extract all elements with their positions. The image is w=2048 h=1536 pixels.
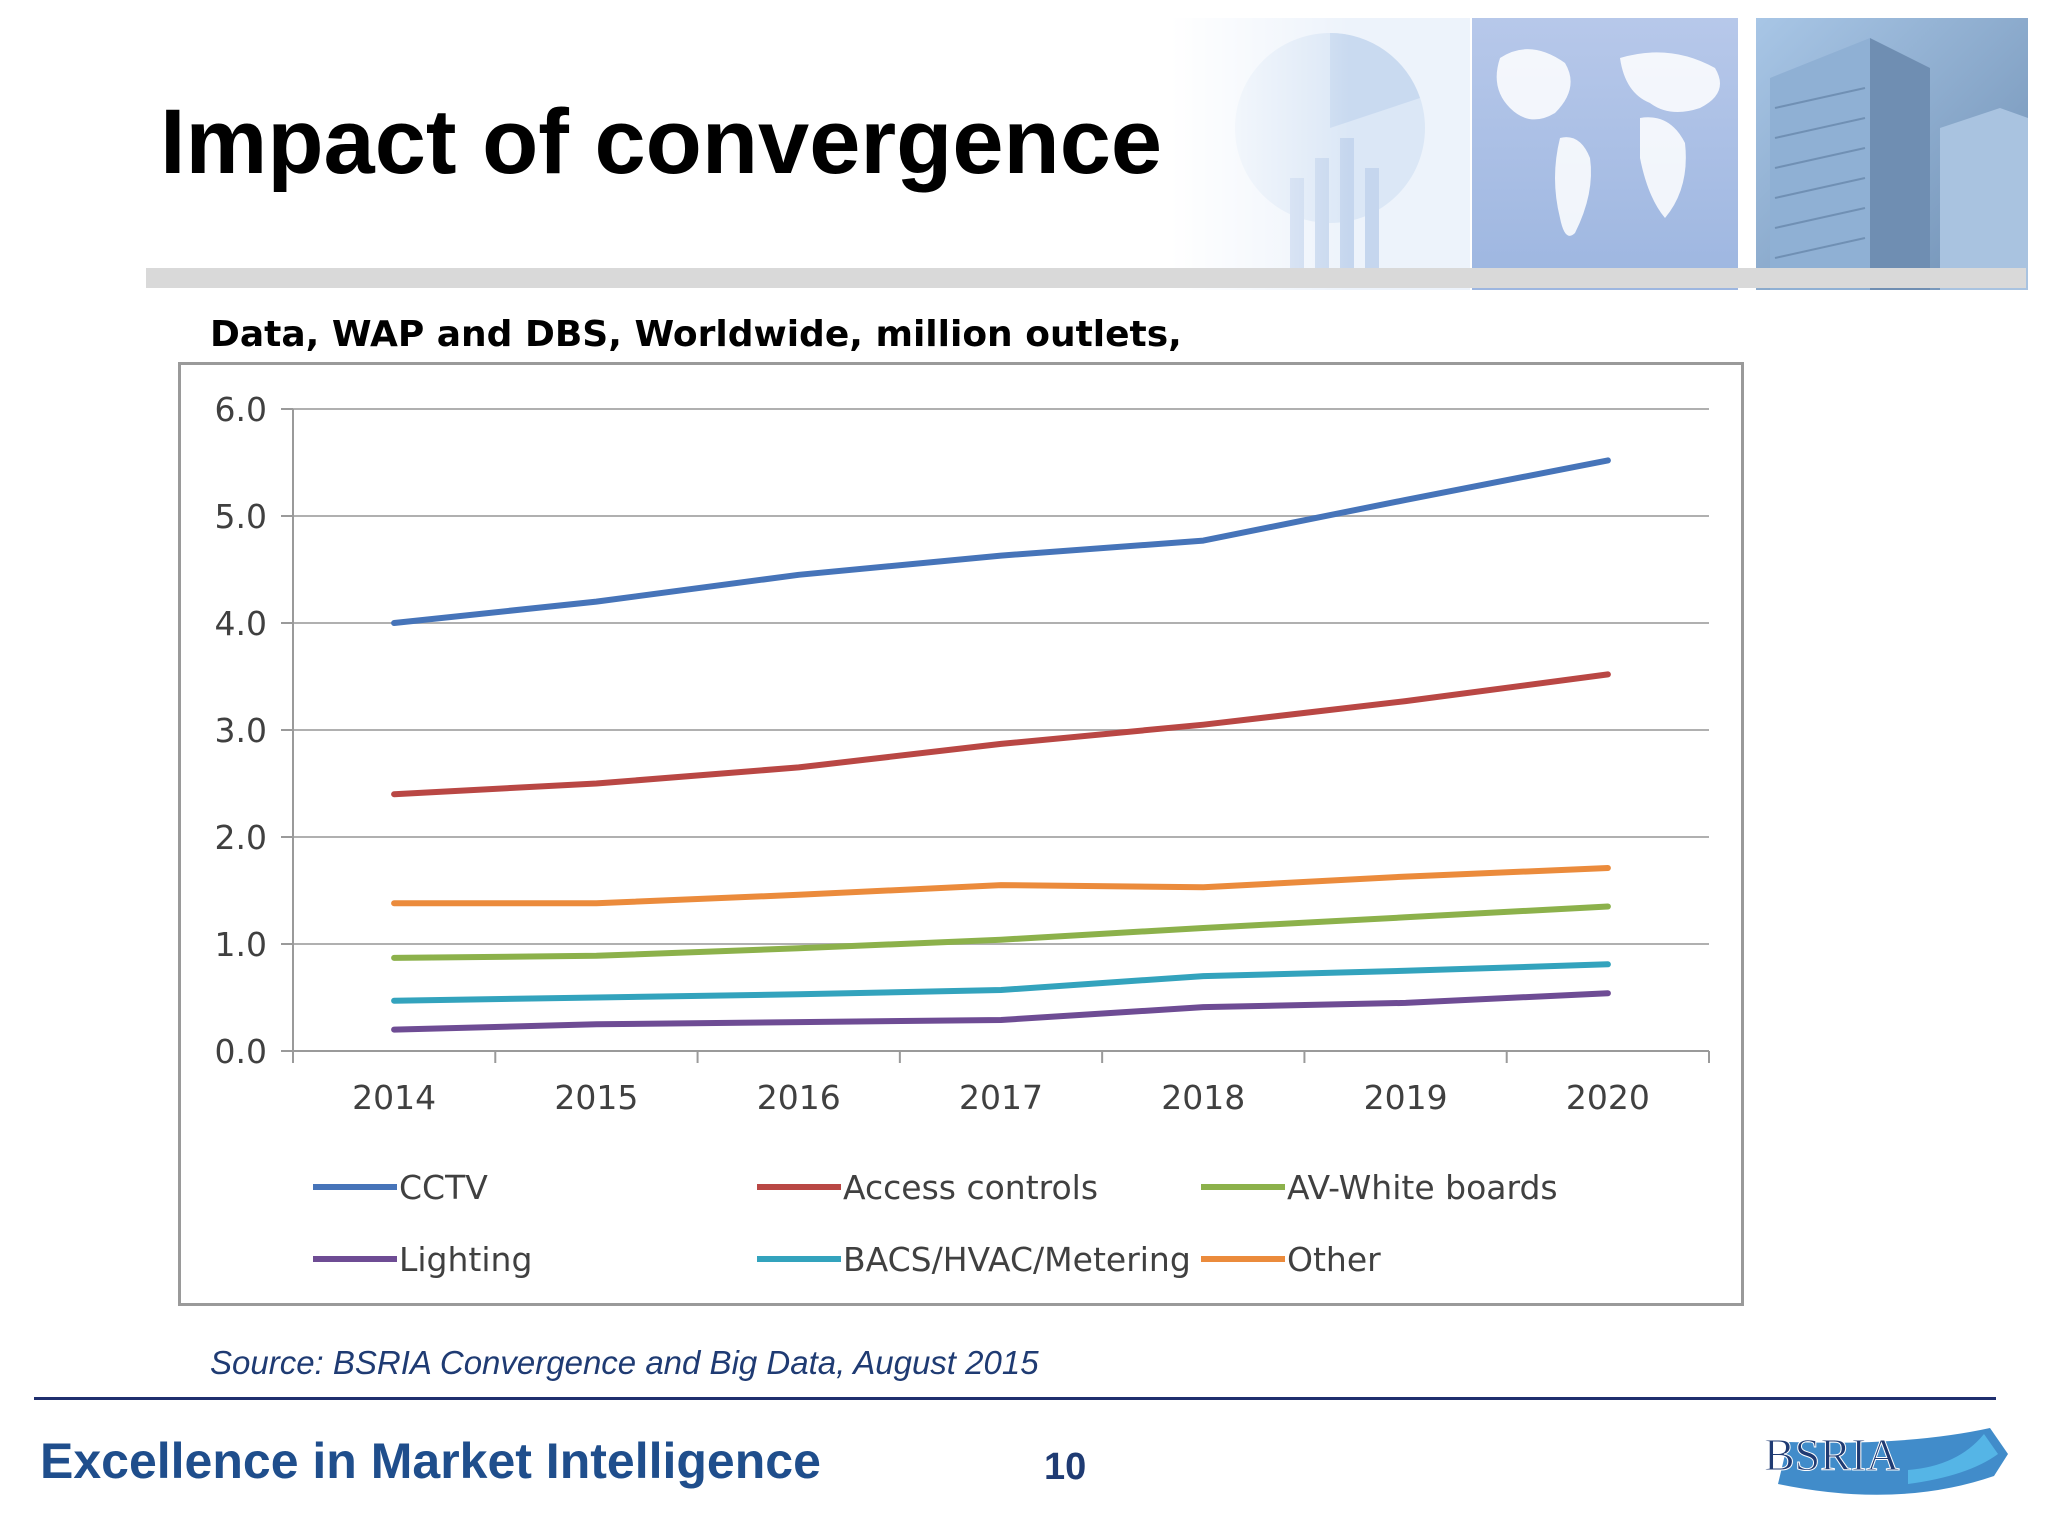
banner-chart-motif <box>1170 18 1470 290</box>
y-tick-label: 3.0 <box>215 711 267 750</box>
logo-text: BSRIA <box>1764 1429 1899 1480</box>
bsria-logo: BSRIA <box>1764 1428 2008 1495</box>
line-chart: 0.0 1.0 2.0 3.0 4.0 5.0 6.0 2014 2015 2016 2017 201… <box>215 390 1710 1279</box>
series-line <box>391 457 1611 626</box>
x-tick-label: 2014 <box>352 1078 436 1117</box>
y-tick-label: 6.0 <box>215 390 267 429</box>
x-tick-label: 2019 <box>1364 1078 1448 1117</box>
x-tick-label: 2018 <box>1161 1078 1245 1117</box>
y-tick-label: 5.0 <box>215 497 267 536</box>
y-tick-label: 2.0 <box>215 818 267 857</box>
page-number: 10 <box>1044 1446 1087 1488</box>
footer-divider <box>34 1397 1996 1400</box>
banner-buildings <box>1756 18 2028 290</box>
series-line <box>391 865 1611 907</box>
banner-world-map <box>1472 18 1738 290</box>
x-tick-label: 2015 <box>554 1078 638 1117</box>
series-line <box>391 990 1611 1033</box>
y-tick-label: 4.0 <box>215 604 267 643</box>
legend-label: Lighting <box>399 1240 532 1279</box>
chart-frame: 0.0 1.0 2.0 3.0 4.0 5.0 6.0 2014 2015 2016 2017 201… <box>178 362 1744 1306</box>
legend-label: CCTV <box>399 1168 488 1207</box>
header-banner-image <box>1170 18 2028 290</box>
y-tick-label: 0.0 <box>215 1032 267 1071</box>
x-tick-label: 2020 <box>1566 1078 1650 1117</box>
slide-title: Impact of convergence <box>160 91 1163 193</box>
legend-label: Other <box>1287 1240 1381 1279</box>
x-tick-label: 2017 <box>959 1078 1043 1117</box>
legend-label: BACS/HVAC/Metering <box>843 1240 1191 1279</box>
legend-label: Access controls <box>843 1168 1098 1207</box>
title-divider <box>146 268 2026 288</box>
source-note: Source: BSRIA Convergence and Big Data, … <box>210 1344 1039 1381</box>
series-line <box>391 961 1611 1004</box>
chart-subtitle: Data, WAP and DBS, Worldwide, million ou… <box>210 314 1182 355</box>
series-line <box>391 671 1611 798</box>
legend-label: AV-White boards <box>1287 1168 1558 1207</box>
x-tick-label: 2016 <box>757 1078 841 1117</box>
y-tick-label: 1.0 <box>215 925 267 964</box>
footer-tagline: Excellence in Market Intelligence <box>40 1433 821 1489</box>
series-line <box>391 903 1611 961</box>
